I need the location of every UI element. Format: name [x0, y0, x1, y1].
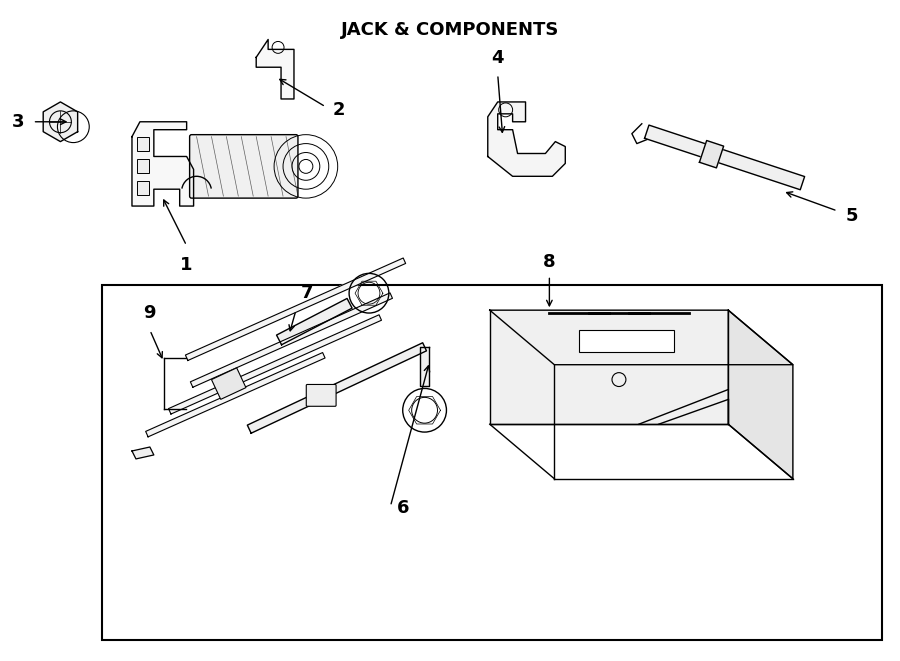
- Text: 1: 1: [180, 256, 193, 274]
- FancyBboxPatch shape: [306, 385, 336, 407]
- Polygon shape: [146, 352, 325, 437]
- Polygon shape: [490, 310, 728, 424]
- Bar: [137, 137, 148, 151]
- Polygon shape: [488, 102, 565, 176]
- Polygon shape: [490, 310, 793, 365]
- Polygon shape: [132, 447, 154, 459]
- Polygon shape: [420, 347, 429, 387]
- Polygon shape: [699, 141, 724, 168]
- Polygon shape: [644, 125, 805, 190]
- FancyBboxPatch shape: [190, 135, 298, 198]
- Polygon shape: [168, 315, 382, 414]
- Text: 8: 8: [543, 253, 555, 270]
- Text: 5: 5: [845, 207, 858, 225]
- Bar: [103, 286, 882, 641]
- Bar: [137, 181, 148, 195]
- Polygon shape: [132, 122, 194, 206]
- Text: 4: 4: [491, 49, 504, 67]
- Text: 9: 9: [144, 304, 156, 322]
- Polygon shape: [185, 258, 406, 360]
- Polygon shape: [248, 343, 427, 433]
- Text: 7: 7: [301, 284, 313, 302]
- Polygon shape: [43, 102, 77, 141]
- Text: 3: 3: [12, 113, 24, 131]
- Polygon shape: [276, 299, 352, 345]
- Text: 6: 6: [397, 500, 410, 518]
- Polygon shape: [728, 310, 793, 479]
- Bar: [137, 159, 148, 173]
- Bar: [212, 368, 246, 399]
- Bar: [580, 330, 673, 352]
- Text: 2: 2: [333, 101, 346, 119]
- Polygon shape: [256, 40, 294, 99]
- Text: JACK & COMPONENTS: JACK & COMPONENTS: [341, 20, 559, 38]
- Polygon shape: [191, 293, 392, 387]
